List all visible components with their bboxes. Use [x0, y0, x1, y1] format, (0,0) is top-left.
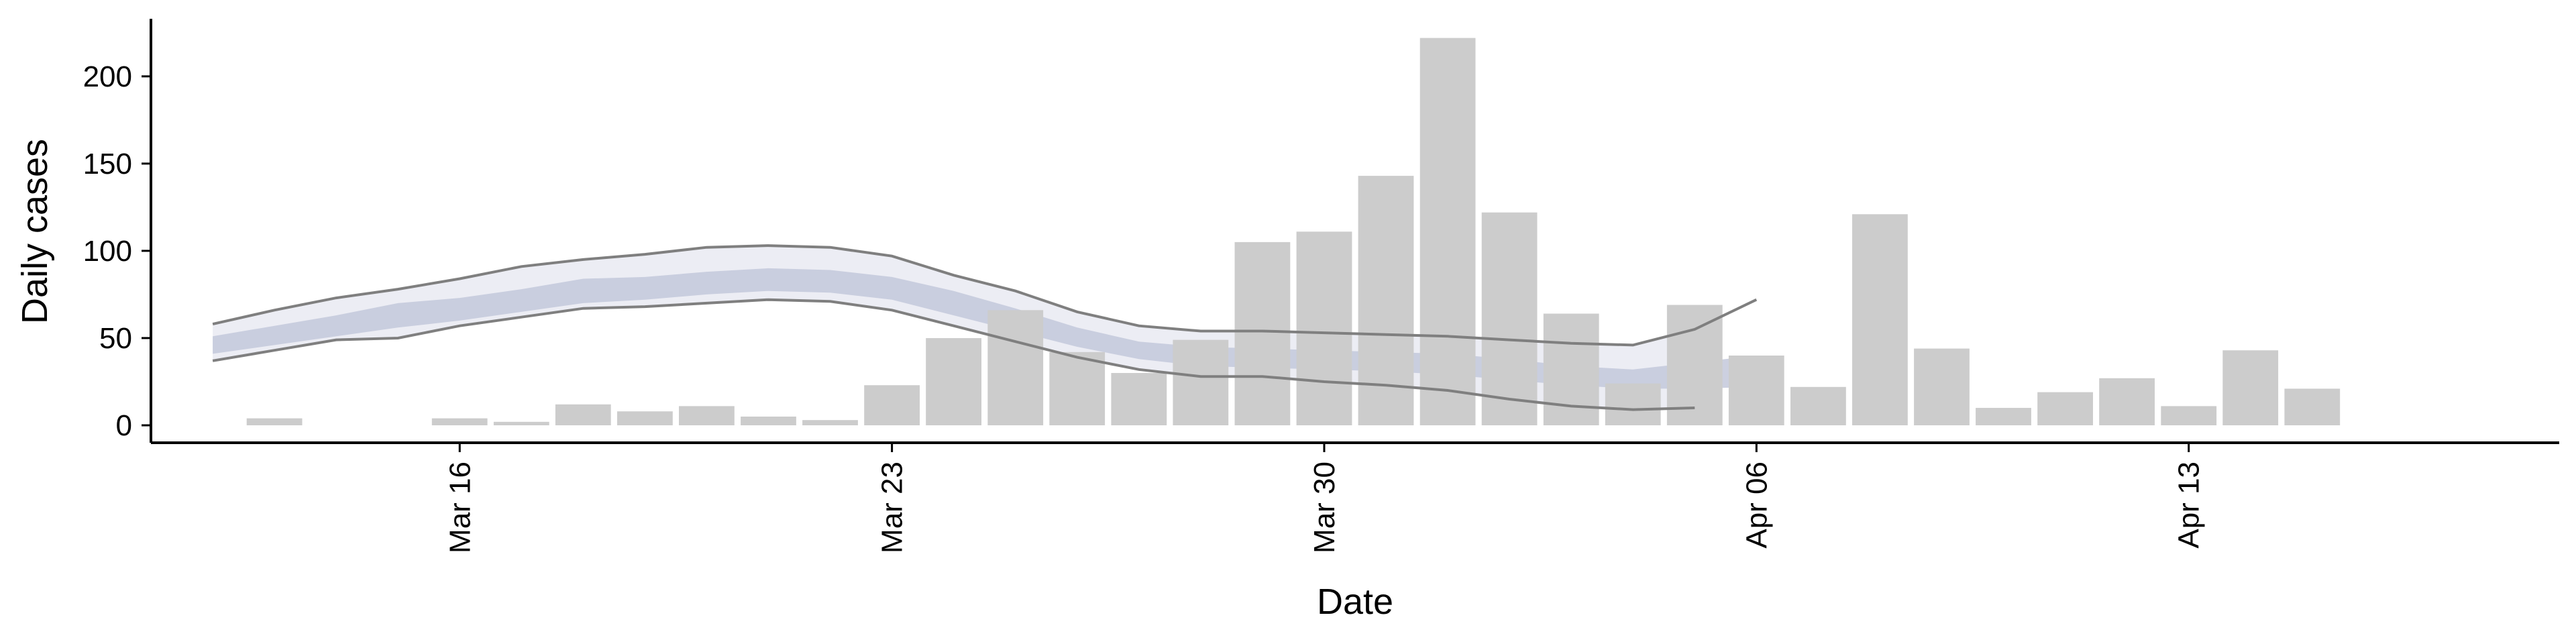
bar-2020-03-26: [1049, 352, 1106, 425]
bar-2020-03-13: [246, 418, 303, 425]
bar-2020-03-20: [679, 406, 735, 425]
x-tick-label-2020-04-13: Apr 13: [2173, 462, 2206, 549]
x-tick-label-2020-03-30: Mar 30: [1308, 462, 1341, 553]
bar-2020-04-13: [2161, 406, 2217, 425]
axes-layer: 0 50 100 150 200 Mar 16 Mar 23 Mar 30 Apr 06 Apr …: [83, 19, 2559, 553]
bar-2020-03-19: [617, 411, 673, 425]
bar-2020-03-22: [802, 420, 858, 425]
bar-2020-04-14: [2222, 350, 2279, 425]
bar-2020-03-17: [493, 421, 549, 425]
estimate-lines-layer: [212, 244, 1758, 411]
bar-2020-04-02: [1481, 212, 1538, 425]
bar-2020-04-08: [1852, 214, 1908, 425]
bar-2020-04-11: [2037, 392, 2093, 425]
bar-2020-04-05: [1666, 305, 1723, 425]
y-tick-label-100: 100: [83, 235, 132, 268]
x-tick-label-2020-03-16: Mar 16: [443, 462, 476, 553]
bar-2020-04-12: [2099, 378, 2155, 425]
x-tick-label-2020-04-06: Apr 06: [1740, 462, 1773, 549]
bar-2020-03-27: [1111, 373, 1167, 425]
bar-2020-03-30: [1296, 231, 1352, 425]
bar-2020-03-28: [1173, 339, 1229, 425]
y-axis-title: Daily cases: [15, 139, 55, 324]
bar-2020-04-10: [1976, 408, 2031, 425]
bar-2020-03-23: [864, 385, 920, 425]
outer-lower-line: [212, 298, 1695, 411]
bar-2020-04-07: [1790, 386, 1846, 425]
y-tick-label-50: 50: [99, 322, 132, 355]
bar-2020-04-04: [1605, 383, 1661, 425]
bar-2020-03-18: [555, 404, 611, 425]
outer-upper-line: [212, 244, 1758, 347]
y-tick-label-0: 0: [116, 409, 132, 442]
x-tick-label-2020-03-23: Mar 23: [876, 462, 909, 553]
y-tick-label-200: 200: [83, 60, 132, 93]
bar-2020-04-09: [1914, 348, 1970, 425]
bar-2020-03-16: [431, 418, 488, 425]
bar-2020-03-24: [926, 338, 981, 425]
bar-2020-04-01: [1419, 38, 1476, 426]
bar-2020-03-25: [987, 310, 1044, 425]
bar-2020-04-15: [2284, 388, 2341, 425]
y-tick-label-150: 150: [83, 148, 132, 180]
x-axis-title: Date: [1317, 582, 1393, 622]
bar-2020-03-29: [1234, 241, 1291, 425]
bar-2020-03-21: [741, 417, 796, 425]
bar-2020-04-06: [1728, 356, 1784, 425]
